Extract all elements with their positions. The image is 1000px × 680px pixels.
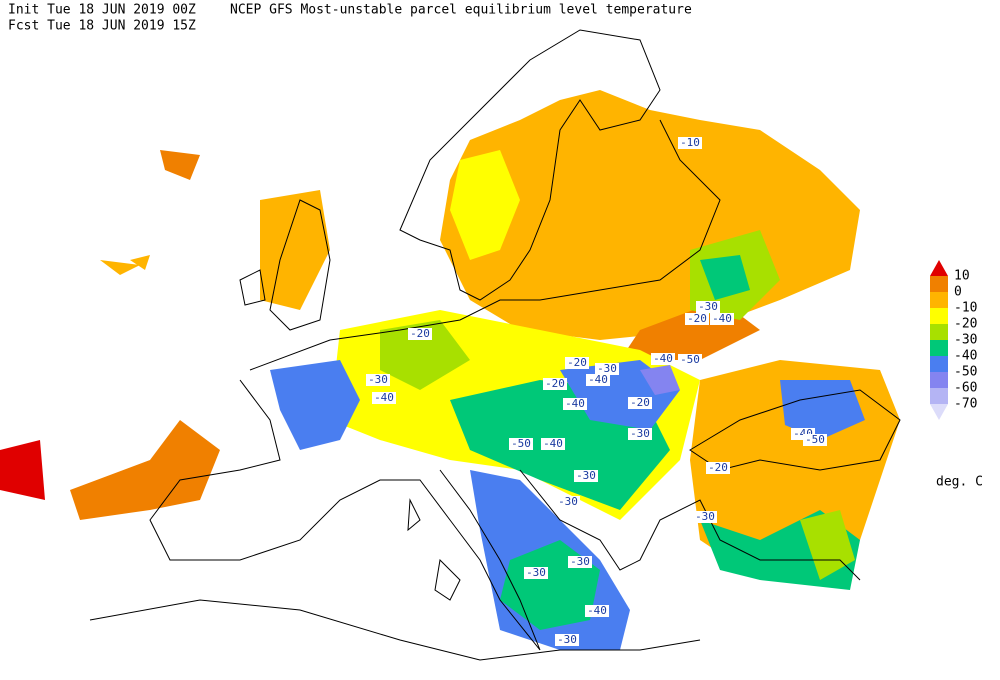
contour-label-box: [803, 434, 827, 446]
forecast-time: Fcst Tue 18 JUN 2019 15Z: [8, 19, 196, 34]
contour-label-box: [595, 363, 619, 375]
colorbar-label: -50: [954, 365, 977, 380]
contour-label: -30: [576, 469, 596, 482]
colorbar-band: [930, 276, 948, 292]
colorbar-band: [930, 324, 948, 340]
contour-label-box: [366, 374, 390, 386]
contour-label: -40: [712, 312, 732, 325]
contour-label-box: [563, 398, 587, 410]
contour-label-box: [706, 462, 730, 474]
fields: [0, 90, 900, 650]
contour-label-box: [543, 378, 567, 390]
contour-label-box: [696, 301, 720, 313]
colorbar-band: [930, 308, 948, 324]
contour-label-box: [556, 496, 580, 508]
colorbar-label: -20: [954, 317, 977, 332]
contour-label: -40: [587, 604, 607, 617]
contour-labels: -10-20-30-40-30-20 -40-40 -50-20 -30-20 -40-…: [366, 136, 827, 646]
init-time: Init Tue 18 JUN 2019 00Z: [8, 3, 196, 18]
colorbar-label: -60: [954, 381, 977, 396]
contour-label-box: [586, 374, 610, 386]
contour-label: -50: [805, 433, 825, 446]
contour-label: -40: [588, 373, 608, 386]
contour-label-box: [585, 605, 609, 617]
unit-label: deg. C: [936, 475, 983, 490]
contour-label-box: [524, 567, 548, 579]
colorbar-label: -10: [954, 301, 977, 316]
colorbar-band: [930, 340, 948, 356]
contour-label: -30: [368, 373, 388, 386]
contour-label-box: [685, 313, 709, 325]
contour-label: -20: [545, 377, 565, 390]
contour-label-box: [541, 438, 565, 450]
contour-label: -30: [526, 566, 546, 579]
contour-label-box: [574, 470, 598, 482]
colorbar-label: 10: [954, 269, 970, 284]
contour-label: -50: [680, 353, 700, 366]
colorbar-arrow: [930, 260, 948, 276]
contour-label: -30: [630, 427, 650, 440]
colorbar: 100-10-20-30-40-50-60-70: [930, 260, 977, 420]
colorbar-arrow: [930, 404, 948, 420]
contour-label: -20: [708, 461, 728, 474]
contour-label: -30: [597, 362, 617, 375]
contour-label-box: [568, 556, 592, 568]
contour-label-box: [651, 353, 675, 365]
contour-label-box: [710, 313, 734, 325]
colorbar-band: [930, 292, 948, 308]
colorbar-label: -70: [954, 397, 977, 412]
contour-label: -30: [695, 510, 715, 523]
contour-label: -40: [374, 391, 394, 404]
map-title: NCEP GFS Most-unstable parcel equilibriu…: [230, 3, 692, 18]
contour-label: -20: [567, 356, 587, 369]
contour-label: -30: [698, 300, 718, 313]
contour-label: -20: [410, 327, 430, 340]
colorbar-band: [930, 356, 948, 372]
contour-label-box: [628, 428, 652, 440]
contour-label-box: [628, 397, 652, 409]
contour-label: -10: [680, 136, 700, 149]
colorbar-label: -40: [954, 349, 977, 364]
colorbar-band: [930, 388, 948, 404]
contour-label: -40: [565, 397, 585, 410]
contour-label: -30: [570, 555, 590, 568]
contour-label: -20: [687, 312, 707, 325]
contour-label: -50: [511, 437, 531, 450]
contour-label-box: [678, 354, 702, 366]
contour-label-box: [408, 328, 432, 340]
contour-label: -40: [543, 437, 563, 450]
contour-label-box: [509, 438, 533, 450]
colorbar-label: -30: [954, 333, 977, 348]
colorbar-label: 0: [954, 285, 962, 300]
colorbar-band: [930, 372, 948, 388]
contour-label: -30: [558, 495, 578, 508]
contour-label-box: [693, 511, 717, 523]
contour-label: -40: [653, 352, 673, 365]
contour-label-box: [555, 634, 579, 646]
contour-label-box: [565, 357, 589, 369]
contour-label: -30: [557, 633, 577, 646]
coastlines: [89, 29, 901, 661]
contour-label: -20: [630, 396, 650, 409]
contour-label-box: [678, 137, 702, 149]
contour-label-box: [372, 392, 396, 404]
